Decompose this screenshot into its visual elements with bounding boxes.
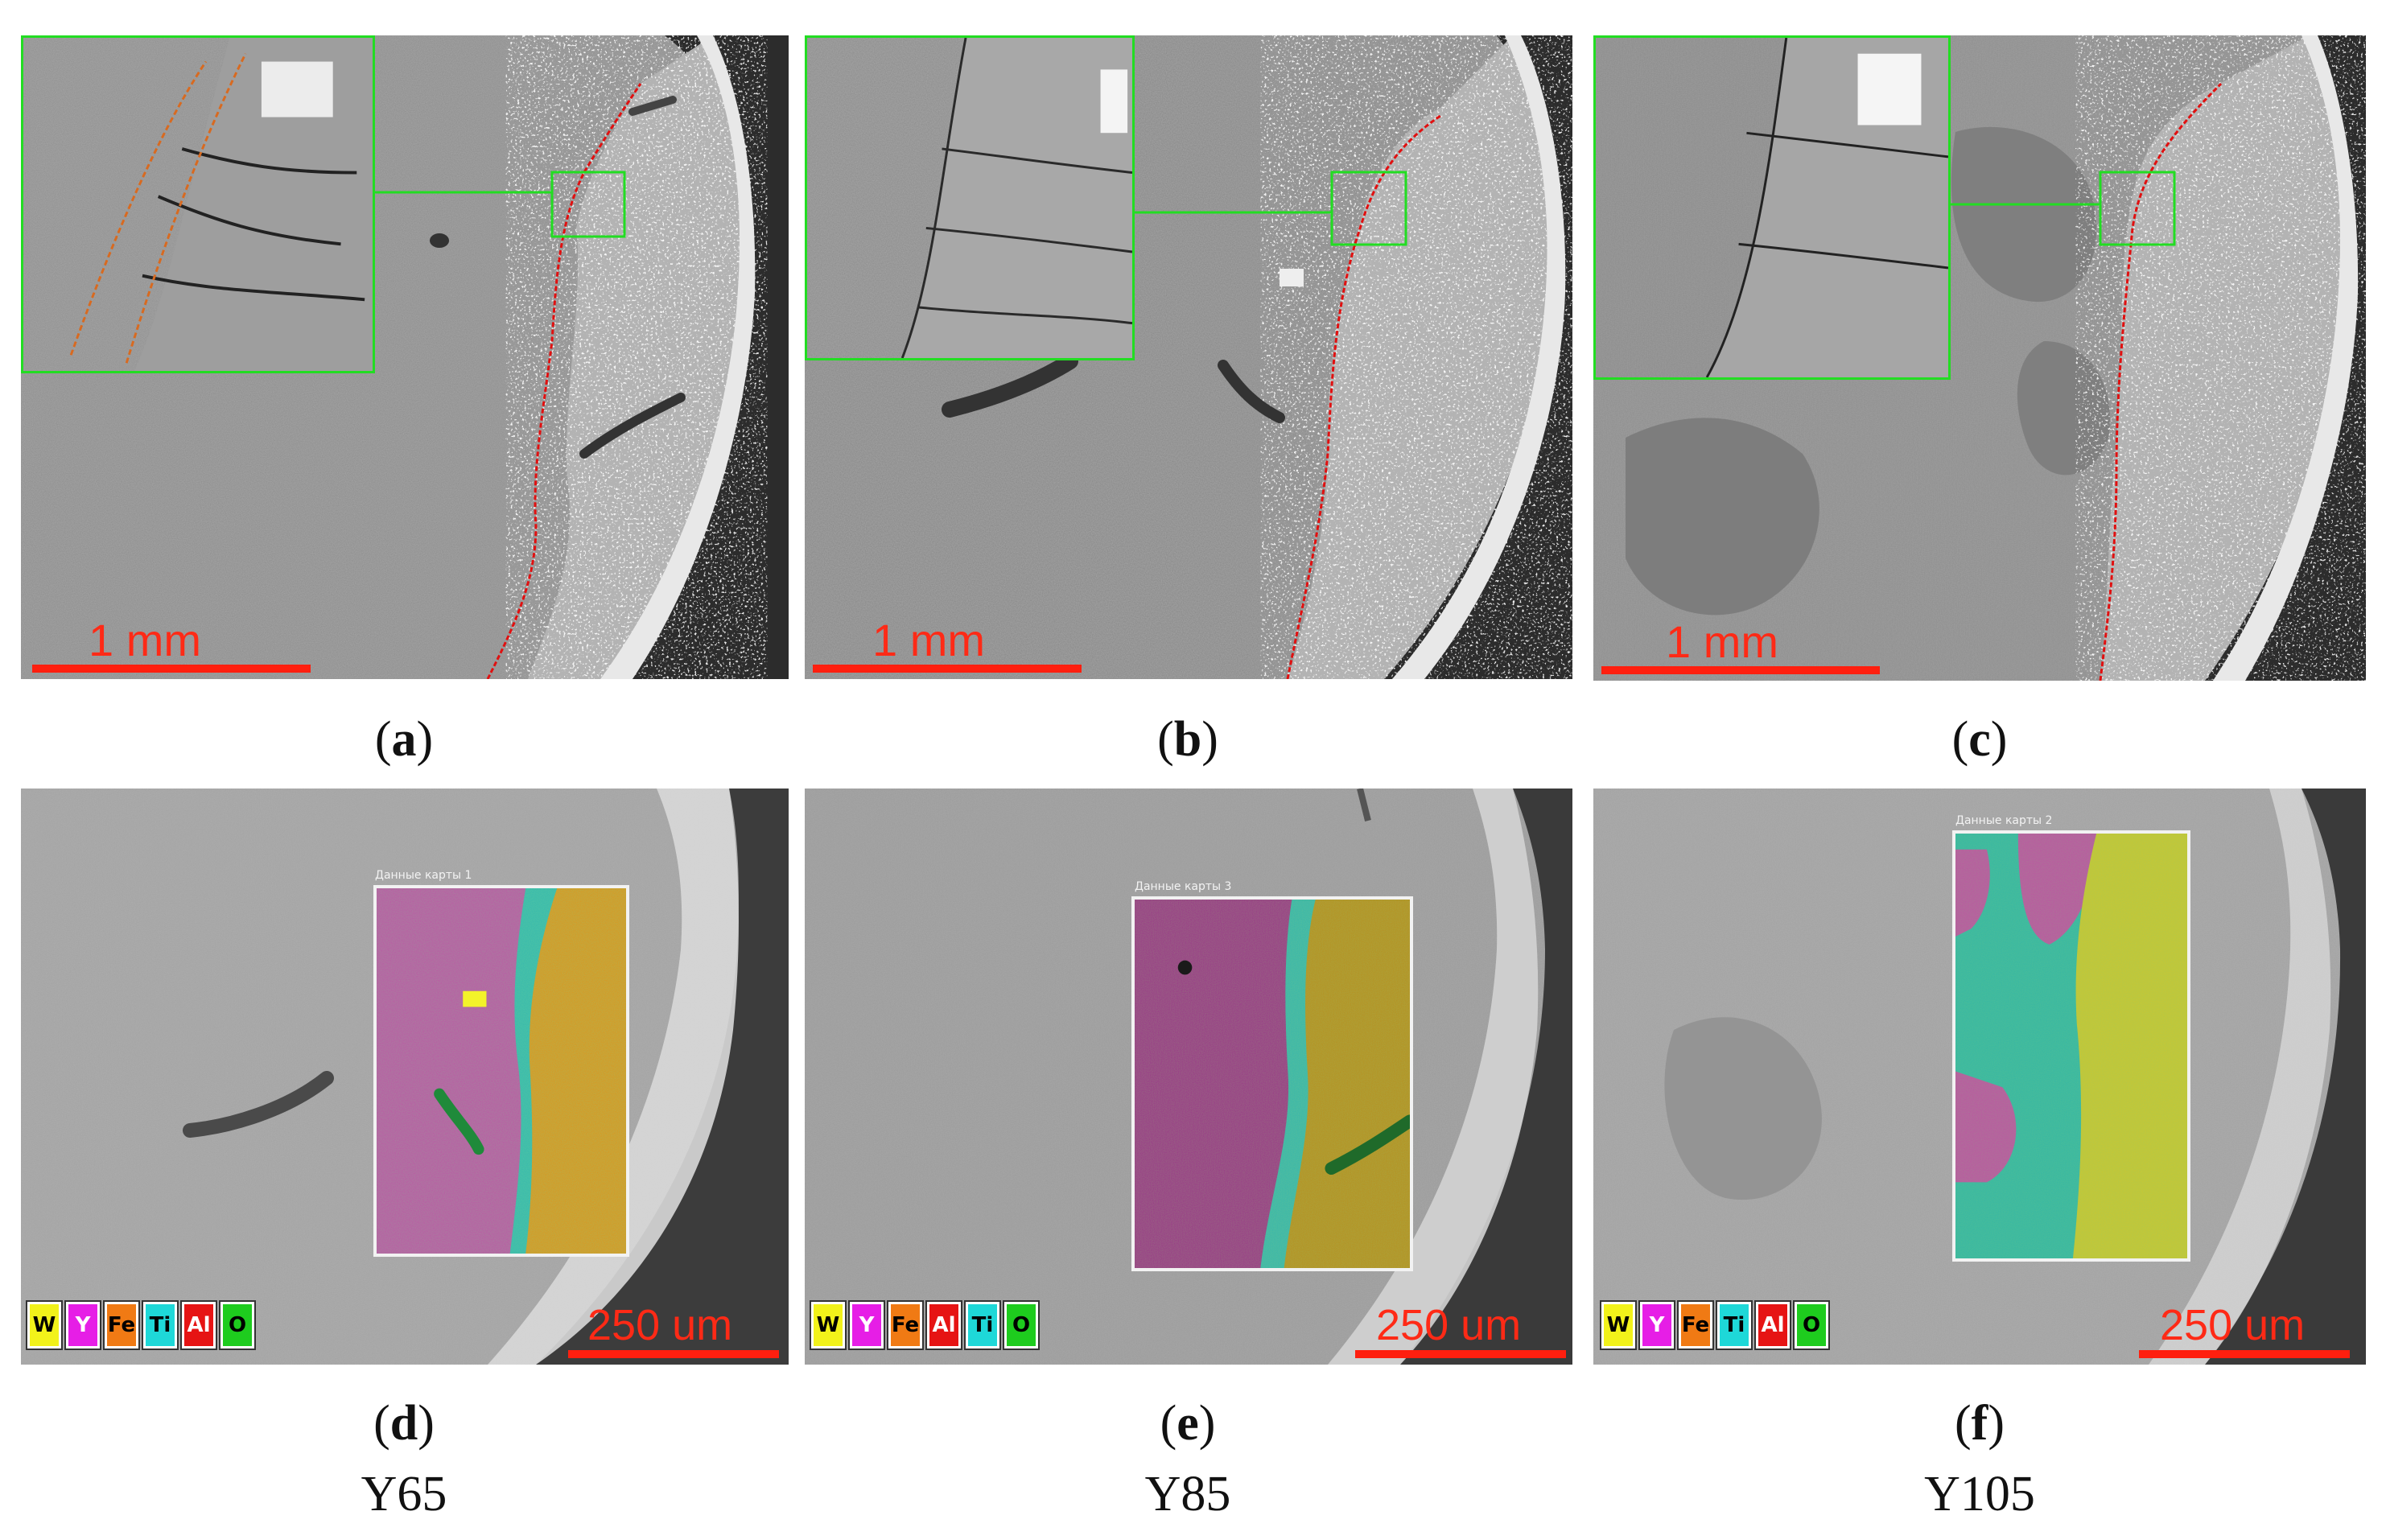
scale-label-d: 250 um [587,1301,733,1349]
map-title-d: Данные карты 1 [375,869,472,882]
legend-chip-ti: Ti [964,1300,1001,1350]
eds-panel-d: Данные карты 1 W Y Fe Ti Al O 250 um [21,789,789,1365]
scale-bar-b [813,665,1082,673]
scale-bar-a [32,665,311,673]
sem-panel-c: 1 mm [1593,35,2366,681]
legend-chip-y: Y [64,1300,101,1350]
legend-chip-al: Al [925,1300,962,1350]
sample-label-e: Y85 [1144,1467,1231,1521]
legend-chip-ti: Ti [142,1300,179,1350]
map-title-e: Данные карты 3 [1135,880,1232,893]
inset-source-box [550,171,626,238]
eds-map-d [373,885,629,1257]
legend-chip-al: Al [180,1300,217,1350]
legend-chip-w: W [810,1300,847,1350]
caption-b: (b) [1157,712,1218,767]
eds-panel-f: Данные карты 2 W Y Fe Ti Al O 250 um [1593,789,2366,1365]
inset-source-box [1330,171,1407,246]
legend-chip-fe: Fe [887,1300,924,1350]
element-legend-e: W Y Fe Al Ti O [810,1300,1040,1350]
scale-label-b: 1 mm [872,615,985,665]
inset-zoom-c [1593,35,1951,380]
inset-zoom-a [21,35,375,373]
interface-line [486,83,642,679]
eds-map-e [1131,896,1413,1271]
sample-label-f: Y105 [1924,1467,2035,1521]
scale-bar-d [568,1350,779,1358]
caption-c: (c) [1951,712,2008,767]
legend-chip-o: O [1793,1300,1830,1350]
scale-bar-f [2139,1350,2350,1358]
scale-label-c: 1 mm [1666,616,1778,667]
caption-e: (e) [1160,1396,1216,1451]
legend-chip-w: W [26,1300,63,1350]
caption-f: (f) [1955,1396,2005,1451]
element-legend-f: W Y Fe Ti Al O [1600,1300,1830,1350]
sample-label-d: Y65 [361,1467,447,1521]
legend-chip-o: O [1003,1300,1040,1350]
caption-d: (d) [373,1396,435,1451]
legend-chip-fe: Fe [103,1300,140,1350]
scale-label-f: 250 um [2160,1301,2306,1349]
eds-panel-e: Данные карты 3 W Y Fe Al Ti O 250 um [805,789,1572,1365]
eds-map-f [1952,830,2190,1262]
legend-chip-ti: Ti [1716,1300,1753,1350]
legend-chip-y: Y [848,1300,885,1350]
element-legend-d: W Y Fe Ti Al O [26,1300,256,1350]
scale-label-a: 1 mm [89,615,201,665]
legend-chip-w: W [1600,1300,1637,1350]
legend-chip-fe: Fe [1677,1300,1714,1350]
sem-panel-a: 1 mm [21,35,789,679]
scale-label-e: 250 um [1376,1301,1522,1349]
scale-bar-c [1601,666,1880,674]
inset-zoom-b [805,35,1135,360]
legend-chip-y: Y [1638,1300,1675,1350]
legend-chip-al: Al [1754,1300,1791,1350]
map-title-f: Данные карты 2 [1955,814,2053,827]
interface-line [2099,82,2223,681]
inset-source-box [2099,171,2176,246]
legend-chip-o: O [219,1300,256,1350]
sem-panel-b: 1 mm [805,35,1572,679]
caption-a: (a) [374,712,434,767]
scale-bar-e [1355,1350,1566,1358]
